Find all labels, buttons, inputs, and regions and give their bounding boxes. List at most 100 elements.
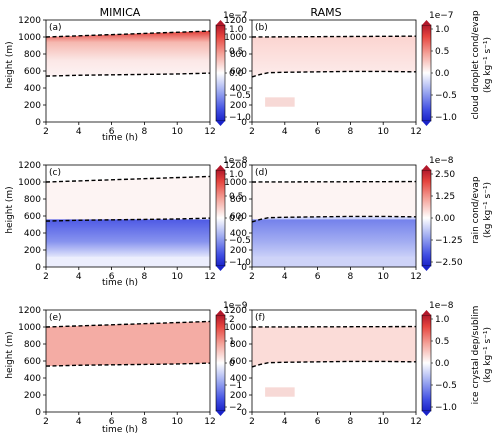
colorbar-extend-top [422,310,431,315]
xlabel-row3: time (h) [102,425,138,435]
y-tick-label: 200 [24,101,41,111]
y-tick-label: 1200 [18,16,41,26]
panel-d: 2 4 6 8 10 12 0 200 400 600 800 1000 1200 (d) [224,161,422,282]
colorbar-tick-label: 0.5 [435,337,449,347]
panel-label: (d) [255,168,268,178]
y-tick-label: 200 [230,246,247,256]
panel-b: 2 4 6 8 10 12 0 200 400 600 800 1000 1200 (b) [224,16,422,137]
x-tick-label: 6 [315,127,321,137]
panel-label: (a) [49,23,62,33]
cloud-top-line [45,320,211,328]
y-tick-label: 800 [230,340,247,350]
evaporation-field [46,219,210,257]
y-tick-label: 0 [241,263,247,273]
colorbar-tick-label: −0.5 [229,91,251,101]
cbar-label-row2: rain cond/evap [471,176,481,244]
x-tick-label: 6 [315,417,321,427]
colorbar-extend-top [422,20,431,25]
colorbar-tick-label: 1.0 [435,315,450,325]
panel-e: 2 4 6 8 10 12 0 200 400 600 800 1000 1200 (e) [18,306,216,427]
colorbar-extend-bottom [216,411,225,416]
colorbar-tick-label: 1.0 [229,170,244,180]
x-tick-label: 8 [348,127,354,137]
colorbar-tick-label: 0.0 [229,69,244,79]
x-tick-label: 10 [377,127,389,137]
colorbar-extend-top [422,165,431,170]
panel-label: (f) [255,313,265,323]
x-tick-label: 4 [76,272,82,282]
colorbar-tick-label: 0.5 [229,192,243,202]
y-tick-label: 400 [230,374,247,384]
colorbar-extend-top [216,20,225,25]
colorbar-tick-label: −0.5 [229,236,251,246]
colorbar-exponent: 1e−7 [223,11,248,21]
x-tick-label: 4 [76,127,82,137]
x-tick-label: 4 [282,272,288,282]
colorbar-tick-label: −1.0 [229,113,251,123]
y-tick-label: 1000 [18,33,41,43]
colorbar-extend-top [216,165,225,170]
x-tick-label: 4 [282,127,288,137]
cloud-layer-field [252,36,416,77]
y-tick-label: 800 [24,195,41,205]
colorbar-extend-bottom [422,121,431,126]
colorbar-tick-label: 2.50 [435,170,455,180]
colorbar [215,314,226,412]
y-tick-label: 600 [24,67,41,77]
near-surface-feature [265,97,295,107]
y-tick-label: 1200 [18,306,41,316]
x-tick-label: 6 [109,272,115,282]
x-tick-label: 10 [171,127,183,137]
x-tick-label: 6 [109,127,115,137]
cloud-base-line [251,360,417,368]
x-tick-label: 8 [348,417,354,427]
cbar-units-row3: (kg kg⁻¹ s⁻¹) [483,327,493,383]
y-tick-label: 400 [24,84,41,94]
colorbar-exponent: 1e−8 [223,156,248,166]
colorbar-tick-label: −1 [229,381,242,391]
colorbar-tick-label: 1.25 [435,192,455,202]
colorbar-tick-label: 0 [229,359,235,369]
cloud-layer-field [46,321,210,367]
x-tick-label: 2 [249,127,255,137]
cloud-base-line [45,362,211,367]
y-tick-label: 1000 [224,33,247,43]
x-tick-label: 12 [204,417,215,427]
panel-label: (e) [49,313,62,323]
colorbar-tick-label: −1.0 [229,258,251,268]
y-tick-label: 800 [230,50,247,60]
y-tick-label: 1200 [224,16,247,26]
colorbar-extend-bottom [216,266,225,271]
colorbar [421,314,432,412]
y-tick-label: 400 [24,374,41,384]
cloud-layer-field [46,31,210,77]
title-rams: RAMS [310,6,341,19]
x-tick-label: 10 [171,272,183,282]
ylabel-row3: height (m) [5,331,15,378]
xlabel-row1: time (h) [102,133,138,143]
x-tick-label: 12 [204,127,215,137]
panel-c: 2 4 6 8 10 12 0 200 400 600 800 1000 1200 (c) [18,161,216,282]
cloud-base-line [45,72,211,77]
y-tick-label: 1200 [224,161,247,171]
x-tick-label: 12 [204,272,215,282]
colorbar-exponent: 1e−9 [223,301,248,311]
panel-label: (b) [255,23,268,33]
cloud-base-line [45,217,211,222]
colorbar-tick-label: −0.5 [435,91,457,101]
cloud-top-line [251,35,417,38]
colorbar-tick-label: −1.0 [435,113,457,123]
colorbar-tick-label: −2 [229,403,242,413]
colorbar-exponent: 1e−8 [429,301,454,311]
y-tick-label: 800 [230,195,247,205]
colorbar-extend-top [216,310,225,315]
y-tick-label: 1200 [18,161,41,171]
y-tick-label: 400 [230,84,247,94]
y-tick-label: 1000 [18,323,41,333]
x-tick-label: 2 [43,417,49,427]
y-tick-label: 800 [24,340,41,350]
panel-label: (c) [49,168,61,178]
x-tick-label: 4 [76,417,82,427]
